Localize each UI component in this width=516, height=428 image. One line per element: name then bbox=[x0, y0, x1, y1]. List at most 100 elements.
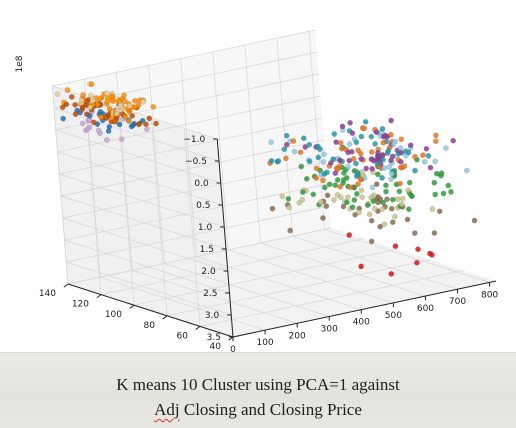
gridline-x-floor bbox=[324, 229, 490, 283]
data-point-cluster-7 bbox=[306, 141, 313, 148]
caption-banner: K means 10 Cluster using PCA=1 against A… bbox=[0, 352, 516, 428]
data-point-cluster-5 bbox=[297, 149, 304, 155]
data-point-cluster-5 bbox=[357, 176, 364, 182]
caption-word-adj: Adj bbox=[154, 400, 180, 419]
data-point-cluster-6 bbox=[388, 117, 394, 124]
data-point-cluster-5 bbox=[368, 149, 375, 155]
data-point-cluster-7 bbox=[354, 169, 361, 176]
data-point-cluster-0 bbox=[126, 118, 132, 124]
z-tick-label: 1.0 bbox=[198, 223, 213, 233]
data-point-cluster-10 bbox=[366, 211, 373, 217]
gridline-x-floor bbox=[164, 263, 330, 317]
gridline-x-floor bbox=[292, 235, 458, 290]
data-point-cluster-4 bbox=[114, 110, 120, 117]
data-point-cluster-8 bbox=[388, 170, 395, 177]
data-point-cluster-7 bbox=[368, 133, 375, 140]
data-point-cluster-12 bbox=[388, 271, 395, 277]
data-point-cluster-9 bbox=[431, 179, 438, 186]
data-point-cluster-3 bbox=[79, 120, 86, 127]
gridline-z-side bbox=[62, 217, 228, 272]
data-point-cluster-8 bbox=[463, 167, 470, 174]
data-point-cluster-0 bbox=[104, 98, 110, 105]
data-point-cluster-9 bbox=[433, 170, 440, 177]
data-point-cluster-7 bbox=[324, 169, 330, 176]
z-axis-scale-label: 1e8 bbox=[15, 55, 25, 72]
data-point-cluster-1 bbox=[72, 102, 78, 108]
data-point-cluster-2 bbox=[87, 113, 93, 119]
data-point-cluster-6 bbox=[349, 130, 356, 136]
data-point-cluster-9 bbox=[298, 163, 305, 170]
data-point-cluster-9 bbox=[445, 182, 452, 189]
data-point-cluster-1 bbox=[135, 121, 142, 128]
data-point-cluster-7 bbox=[362, 119, 369, 125]
data-point-cluster-5 bbox=[398, 136, 405, 143]
data-point-cluster-4 bbox=[54, 91, 61, 97]
data-point-cluster-7 bbox=[300, 135, 307, 141]
data-point-cluster-7 bbox=[353, 139, 360, 146]
data-point-cluster-1 bbox=[91, 119, 97, 126]
gridline-z-side bbox=[52, 85, 218, 140]
data-point-cluster-5 bbox=[420, 152, 426, 158]
gridline-z-side bbox=[66, 261, 232, 316]
data-point-cluster-7 bbox=[281, 146, 288, 152]
data-point-cluster-10 bbox=[331, 197, 337, 203]
data-point-cluster-8 bbox=[386, 164, 392, 170]
data-point-cluster-10 bbox=[381, 221, 388, 227]
x-tick-label: 400 bbox=[353, 318, 370, 328]
data-point-cluster-5 bbox=[313, 165, 320, 172]
data-point-cluster-5 bbox=[348, 184, 354, 191]
data-point-cluster-4 bbox=[126, 103, 133, 109]
data-point-cluster-1 bbox=[69, 94, 75, 100]
x-tick-label: 800 bbox=[481, 290, 498, 300]
data-point-cluster-9 bbox=[341, 170, 347, 176]
data-point-cluster-5 bbox=[433, 132, 439, 139]
data-point-cluster-11 bbox=[404, 216, 411, 223]
data-point-cluster-7 bbox=[331, 131, 338, 137]
data-point-cluster-3 bbox=[104, 137, 110, 143]
gridline-z-back bbox=[66, 205, 330, 263]
data-point-cluster-9 bbox=[334, 177, 341, 183]
data-point-cluster-11 bbox=[269, 205, 276, 212]
data-point-cluster-0 bbox=[110, 98, 117, 104]
z-tick-label: −0.5 bbox=[185, 157, 207, 167]
data-point-cluster-0 bbox=[121, 92, 127, 99]
gridline-z-side bbox=[60, 195, 227, 250]
data-point-cluster-9 bbox=[349, 204, 356, 210]
data-point-cluster-5 bbox=[338, 145, 345, 152]
gridline-z-back bbox=[59, 117, 323, 175]
data-point-cluster-1 bbox=[113, 116, 120, 122]
data-point-cluster-11 bbox=[320, 215, 326, 221]
data-point-cluster-11 bbox=[373, 181, 380, 187]
data-point-cluster-6 bbox=[369, 165, 375, 172]
data-point-cluster-9 bbox=[405, 206, 412, 212]
data-point-cluster-10 bbox=[345, 194, 351, 200]
data-point-cluster-12 bbox=[346, 232, 353, 238]
data-point-cluster-11 bbox=[323, 203, 330, 209]
data-point-cluster-1 bbox=[79, 104, 86, 111]
gridline-y-floor bbox=[133, 248, 398, 306]
data-point-cluster-5 bbox=[337, 140, 344, 146]
data-point-cluster-10 bbox=[286, 204, 293, 211]
data-point-cluster-7 bbox=[283, 132, 290, 139]
data-point-cluster-7 bbox=[315, 154, 322, 161]
data-point-cluster-11 bbox=[368, 217, 375, 224]
data-point-cluster-0 bbox=[97, 96, 103, 102]
data-point-cluster-6 bbox=[450, 137, 457, 144]
data-point-cluster-0 bbox=[98, 114, 104, 120]
data-point-cluster-4 bbox=[103, 90, 110, 96]
data-point-cluster-6 bbox=[332, 170, 339, 176]
data-point-cluster-5 bbox=[432, 138, 439, 144]
data-point-cluster-0 bbox=[64, 87, 71, 93]
data-point-cluster-7 bbox=[379, 175, 385, 181]
gridline-z-side bbox=[53, 107, 220, 162]
gridline-x-floor bbox=[228, 249, 394, 304]
x-tick-label: 600 bbox=[417, 304, 434, 314]
data-point-cluster-8 bbox=[369, 184, 376, 191]
z-tick-label: −1.0 bbox=[183, 135, 205, 145]
data-point-cluster-5 bbox=[412, 153, 418, 160]
data-point-cluster-9 bbox=[396, 188, 403, 195]
x-axis-line bbox=[232, 280, 497, 338]
data-point-cluster-9 bbox=[351, 197, 358, 203]
data-point-cluster-10 bbox=[379, 206, 386, 212]
data-point-cluster-11 bbox=[384, 196, 390, 202]
